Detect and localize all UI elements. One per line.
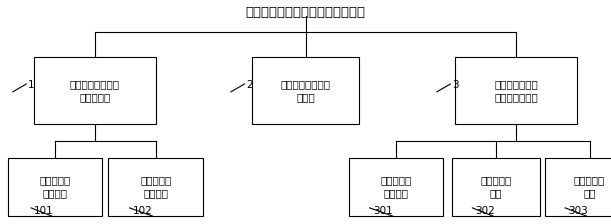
FancyBboxPatch shape xyxy=(252,57,359,124)
FancyBboxPatch shape xyxy=(452,158,541,216)
Text: 3: 3 xyxy=(452,80,459,90)
FancyBboxPatch shape xyxy=(455,57,577,124)
FancyBboxPatch shape xyxy=(34,57,156,124)
FancyBboxPatch shape xyxy=(348,158,444,216)
Text: 2: 2 xyxy=(246,80,253,90)
Text: 对比度测评
单元: 对比度测评 单元 xyxy=(480,175,512,199)
Text: 可读性测评
单元: 可读性测评 单元 xyxy=(574,175,606,199)
Text: 驾驶舱光环境记录
子系统: 驾驶舱光环境记录 子系统 xyxy=(280,79,331,102)
Text: 101: 101 xyxy=(34,206,54,216)
Text: 亮度均匀性
测评单元: 亮度均匀性 测评单元 xyxy=(380,175,412,199)
Text: 303: 303 xyxy=(568,206,588,216)
FancyBboxPatch shape xyxy=(109,158,203,216)
FancyBboxPatch shape xyxy=(7,158,102,216)
Text: 302: 302 xyxy=(475,206,495,216)
Text: 102: 102 xyxy=(133,206,152,216)
Text: 301: 301 xyxy=(373,206,392,216)
Text: 光环境模拟
控制单元: 光环境模拟 控制单元 xyxy=(140,175,172,199)
Text: 飞机驾驶舱照明环境仿真测评系统: 飞机驾驶舱照明环境仿真测评系统 xyxy=(246,6,365,19)
Text: 1: 1 xyxy=(28,80,35,90)
Text: 光环境模拟
发生单元: 光环境模拟 发生单元 xyxy=(39,175,71,199)
Text: 驾驶舱照明视觉
工效测评子系统: 驾驶舱照明视觉 工效测评子系统 xyxy=(494,79,538,102)
Text: 驾驶舱光环境模拟
仿真子系统: 驾驶舱光环境模拟 仿真子系统 xyxy=(70,79,120,102)
FancyBboxPatch shape xyxy=(546,158,611,216)
